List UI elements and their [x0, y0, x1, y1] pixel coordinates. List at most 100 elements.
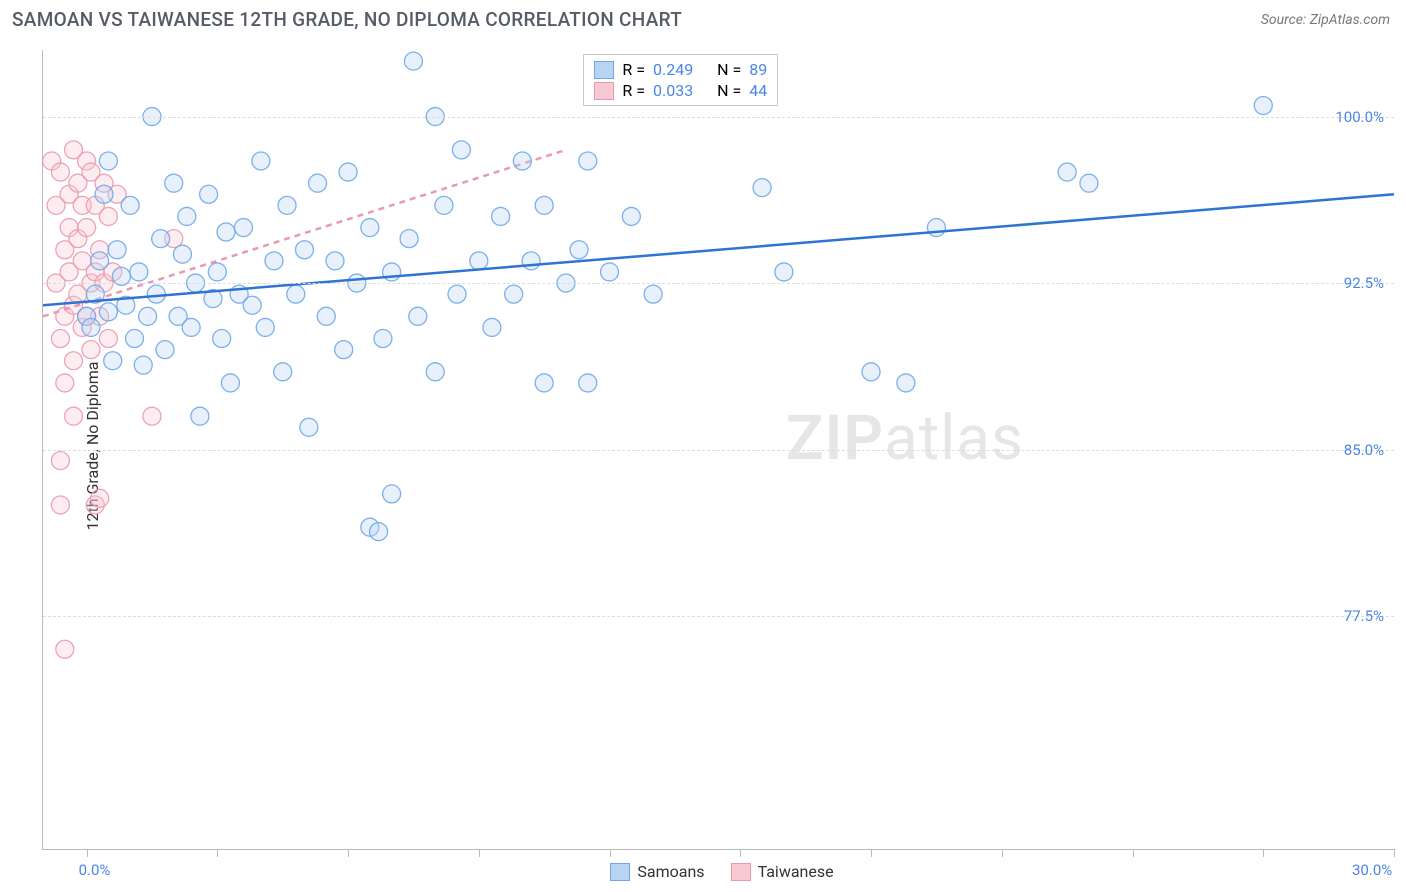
data-point	[278, 196, 296, 214]
data-point	[165, 174, 183, 192]
swatch-samoans	[594, 61, 614, 79]
data-point	[435, 196, 453, 214]
data-point	[234, 219, 252, 237]
data-point	[492, 207, 510, 225]
x-tick-label: 0.0%	[79, 861, 111, 879]
data-point	[753, 179, 771, 197]
r-value-samoans: 0.249	[653, 60, 693, 79]
data-point	[383, 485, 401, 503]
data-point	[51, 163, 69, 181]
data-point	[56, 640, 74, 658]
data-point	[1080, 174, 1098, 192]
data-point	[579, 152, 597, 170]
data-point	[91, 489, 109, 507]
data-point	[1058, 163, 1076, 181]
data-point	[400, 230, 418, 248]
data-point	[82, 318, 100, 336]
n-value-samoans: 89	[749, 60, 767, 79]
data-point	[51, 452, 69, 470]
source-label: Source: ZipAtlas.com	[1261, 12, 1390, 28]
n-value-taiwanese: 44	[749, 81, 767, 100]
data-point	[213, 330, 231, 348]
series-legend: Samoans Taiwanese	[610, 862, 833, 881]
y-tick-label: 100.0%	[1335, 108, 1384, 126]
swatch-taiwanese	[594, 82, 614, 100]
y-tick-label: 92.5%	[1344, 274, 1384, 292]
data-point	[409, 307, 427, 325]
data-point	[51, 330, 69, 348]
data-point	[274, 363, 292, 381]
data-point	[65, 407, 83, 425]
correlation-legend: R = 0.249 N = 89 R = 0.033 N = 44	[583, 54, 778, 106]
data-point	[134, 356, 152, 374]
legend-row-taiwanese: R = 0.033 N = 44	[594, 80, 767, 101]
data-point	[335, 341, 353, 359]
data-point	[91, 252, 109, 270]
data-point	[99, 303, 117, 321]
n-label: N =	[717, 81, 741, 100]
data-point	[513, 152, 531, 170]
data-point	[579, 374, 597, 392]
data-point	[361, 219, 379, 237]
data-point	[99, 152, 117, 170]
data-point	[104, 352, 122, 370]
series-label-taiwanese: Taiwanese	[758, 862, 834, 881]
data-point	[404, 52, 422, 70]
data-point	[191, 407, 209, 425]
data-point	[82, 341, 100, 359]
data-point	[522, 252, 540, 270]
chart-title: SAMOAN VS TAIWANESE 12TH GRADE, NO DIPLO…	[12, 8, 682, 31]
data-point	[108, 241, 126, 259]
swatch-samoans-bottom	[610, 863, 630, 881]
data-point	[126, 330, 144, 348]
data-point	[65, 352, 83, 370]
data-point	[317, 307, 335, 325]
legend-row-samoans: R = 0.249 N = 89	[594, 59, 767, 80]
data-point	[1254, 96, 1272, 114]
data-point	[287, 285, 305, 303]
y-tick-label: 85.0%	[1344, 441, 1384, 459]
data-point	[182, 318, 200, 336]
data-point	[156, 341, 174, 359]
data-point	[326, 252, 344, 270]
data-point	[178, 207, 196, 225]
data-point	[99, 330, 117, 348]
data-point	[570, 241, 588, 259]
data-point	[775, 263, 793, 281]
n-label: N =	[717, 60, 741, 79]
data-point	[483, 318, 501, 336]
legend-item-taiwanese: Taiwanese	[731, 862, 834, 881]
data-point	[448, 285, 466, 303]
legend-item-samoans: Samoans	[610, 862, 704, 881]
data-point	[295, 241, 313, 259]
data-point	[862, 363, 880, 381]
data-point	[505, 285, 523, 303]
data-point	[300, 418, 318, 436]
data-point	[130, 263, 148, 281]
series-label-samoans: Samoans	[637, 862, 704, 881]
data-point	[601, 263, 619, 281]
data-point	[370, 523, 388, 541]
data-point	[173, 245, 191, 263]
data-point	[622, 207, 640, 225]
data-point	[51, 496, 69, 514]
data-point	[644, 285, 662, 303]
data-point	[208, 263, 226, 281]
data-point	[78, 219, 96, 237]
r-label: R =	[622, 81, 645, 100]
data-point	[121, 196, 139, 214]
data-point	[143, 407, 161, 425]
data-point	[95, 185, 113, 203]
data-point	[147, 285, 165, 303]
data-point	[426, 363, 444, 381]
data-point	[470, 252, 488, 270]
data-point	[56, 374, 74, 392]
data-point	[535, 374, 553, 392]
data-point	[217, 223, 235, 241]
data-point	[265, 252, 283, 270]
x-tick-label: 30.0%	[1352, 861, 1392, 879]
data-point	[374, 330, 392, 348]
data-point	[200, 185, 218, 203]
data-point	[339, 163, 357, 181]
y-tick-label: 77.5%	[1344, 607, 1384, 625]
